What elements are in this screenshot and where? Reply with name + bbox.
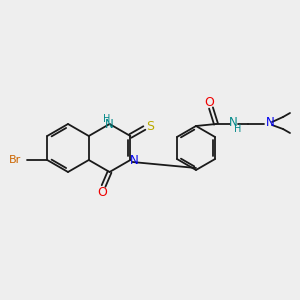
Text: S: S [146,119,154,133]
Text: H: H [103,114,110,124]
Text: H: H [234,124,242,134]
Text: N: N [266,116,274,128]
Text: N: N [229,116,237,128]
Text: Br: Br [9,155,21,165]
Text: N: N [130,154,139,166]
Text: N: N [105,118,114,130]
Text: O: O [204,97,214,110]
Text: O: O [98,185,107,199]
